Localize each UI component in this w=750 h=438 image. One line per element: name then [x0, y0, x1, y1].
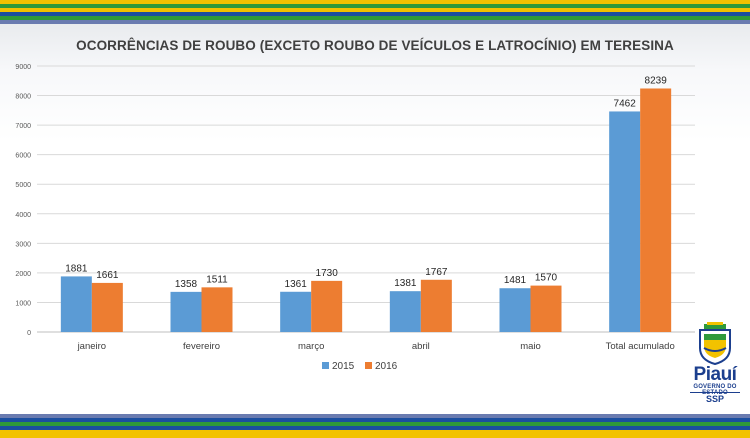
bar-2015-5 [609, 111, 641, 332]
data-label: 1570 [535, 273, 558, 284]
bar-2016-1 [201, 287, 233, 332]
state-coat-of-arms-icon [699, 322, 731, 366]
y-tick-label: 7000 [15, 123, 31, 130]
data-label: 1481 [504, 275, 527, 286]
y-tick-label: 3000 [15, 241, 31, 248]
bar-2015-4 [499, 288, 531, 332]
bar-2015-1 [170, 291, 202, 332]
x-tick-label: Total acumulado [606, 341, 675, 352]
top-flag-stripes [0, 0, 750, 24]
x-tick-label: abril [412, 341, 430, 352]
bar-2015-0 [60, 276, 92, 332]
x-tick-label: fevereiro [183, 341, 220, 352]
bar-2016-2 [311, 280, 343, 332]
bar-2016-5 [640, 88, 672, 332]
data-label: 1767 [425, 267, 448, 278]
bottom-flag-stripes [0, 414, 750, 438]
bar-2015-2 [280, 291, 312, 332]
y-tick-label: 0 [27, 330, 31, 337]
y-tick-label: 4000 [15, 212, 31, 219]
data-label: 1361 [285, 279, 308, 290]
legend-swatch-2015 [322, 362, 329, 369]
data-label: 1381 [394, 278, 417, 289]
data-label: 7462 [614, 98, 637, 109]
bar-2015-3 [389, 291, 421, 332]
y-tick-label: 1000 [15, 300, 31, 307]
x-tick-label: maio [520, 341, 541, 352]
piaui-government-logo: Piauí GOVERNO DO ESTADO SSP [680, 322, 750, 412]
logo-subtitle: GOVERNO DO ESTADO [693, 384, 737, 396]
legend-swatch-2016 [365, 362, 372, 369]
y-tick-label: 8000 [15, 94, 31, 101]
data-label: 1511 [206, 274, 228, 285]
bar-2016-3 [420, 279, 452, 332]
x-tick-label: janeiro [77, 341, 107, 352]
data-label: 8239 [645, 75, 668, 86]
data-label: 1661 [96, 270, 119, 281]
x-tick-label: março [298, 341, 324, 352]
bar-2016-0 [91, 282, 123, 332]
logo-name: Piauí [693, 364, 737, 385]
legend-label: 2016 [375, 361, 398, 372]
logo-department: SSP [705, 394, 724, 404]
y-tick-label: 5000 [15, 182, 31, 189]
y-tick-label: 6000 [15, 153, 31, 160]
legend-label: 2015 [332, 361, 355, 372]
chart-title: OCORRÊNCIAS DE ROUBO (EXCETO ROUBO DE VE… [76, 38, 674, 53]
data-label: 1730 [316, 268, 339, 279]
y-tick-label: 9000 [15, 64, 31, 71]
data-label: 1358 [175, 279, 198, 290]
data-label: 1881 [65, 263, 88, 274]
logo-divider [690, 392, 740, 393]
y-tick-label: 2000 [15, 271, 31, 278]
bar-2016-4 [530, 285, 562, 332]
